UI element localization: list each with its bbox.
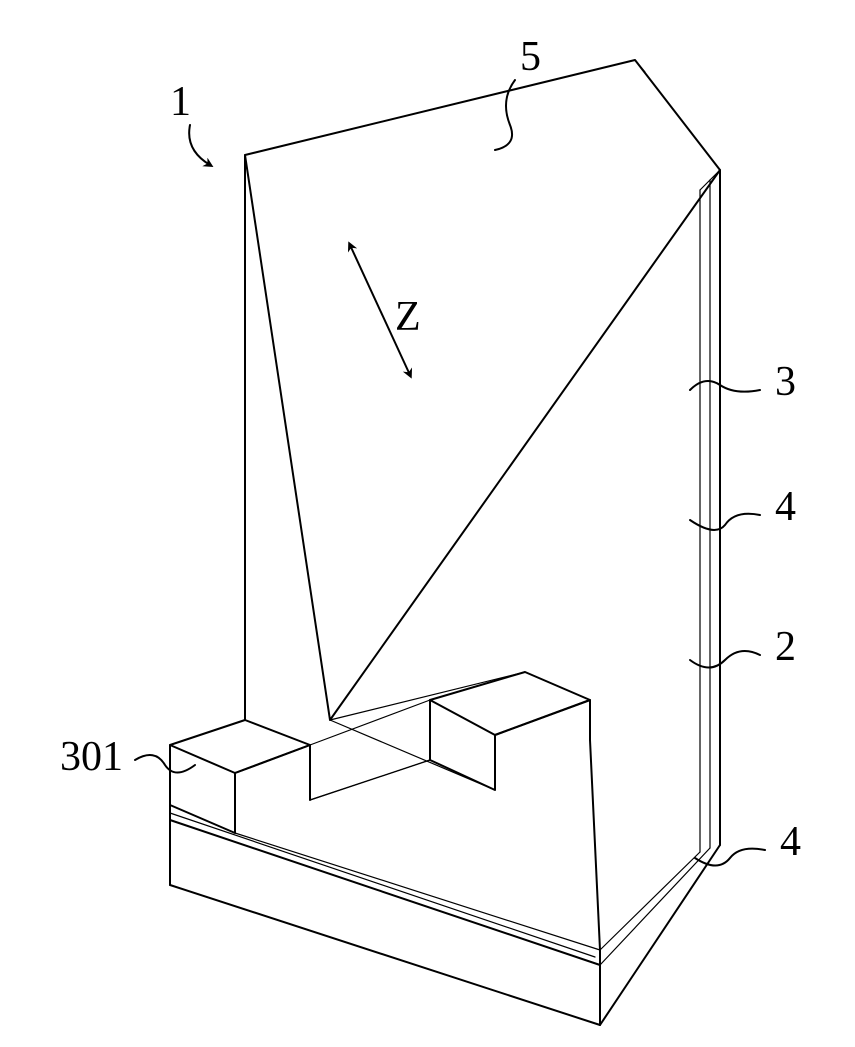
leader-1 (189, 125, 210, 165)
layer-top-1 (635, 60, 645, 72)
label-2: 2 (775, 624, 796, 670)
diagram-canvas: 1 5 Z 3 4 2 4 301 (0, 0, 855, 1047)
leader-301 (135, 755, 195, 772)
label-z: Z (395, 294, 421, 340)
right-lug-front-right (495, 700, 590, 740)
center-recess-top (310, 700, 430, 800)
label-3: 3 (775, 359, 796, 405)
topface-to-lug (330, 720, 495, 790)
leader-4-lower (695, 849, 765, 866)
leaders (135, 80, 765, 866)
right-lug-top (430, 672, 590, 735)
right-side-bottom-layer1 (600, 848, 710, 965)
right-lug-to-plinth (590, 740, 600, 950)
label-5: 5 (520, 34, 541, 80)
recess-floor-front (310, 760, 430, 800)
plinth-bottom-front (170, 885, 600, 1025)
left-lug-front-right (235, 745, 310, 800)
plinth-top-back (235, 833, 600, 950)
label-4-lower: 4 (780, 819, 801, 865)
plinth-layer-line (170, 813, 595, 957)
prism-block (170, 60, 720, 1025)
label-1: 1 (170, 79, 191, 125)
label-301: 301 (60, 734, 123, 780)
label-4-upper: 4 (775, 484, 796, 530)
left-lug-top (170, 720, 310, 773)
right-side-bottom-layer2 (600, 852, 700, 950)
top-face (245, 60, 720, 720)
right-side-bottom (600, 845, 720, 1025)
